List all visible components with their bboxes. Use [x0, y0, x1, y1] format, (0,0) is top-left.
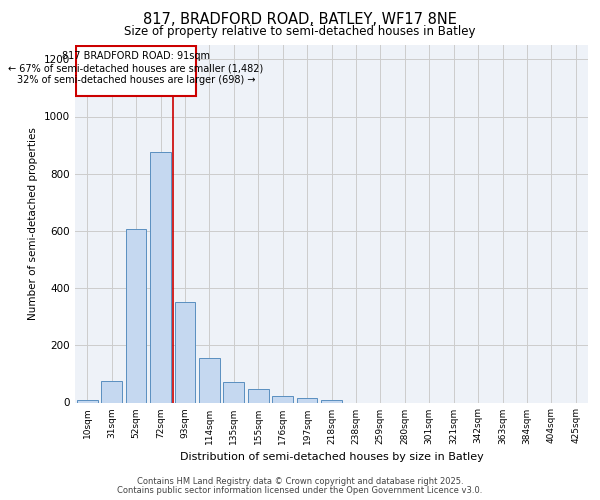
Text: Size of property relative to semi-detached houses in Batley: Size of property relative to semi-detach…: [124, 25, 476, 38]
Bar: [77, 400, 98, 402]
Y-axis label: Number of semi-detached properties: Number of semi-detached properties: [28, 128, 38, 320]
Bar: [125, 230, 146, 402]
FancyBboxPatch shape: [76, 46, 196, 96]
Bar: [248, 389, 269, 402]
X-axis label: Distribution of semi-detached houses by size in Batley: Distribution of semi-detached houses by …: [179, 452, 484, 462]
Text: 817, BRADFORD ROAD, BATLEY, WF17 8NE: 817, BRADFORD ROAD, BATLEY, WF17 8NE: [143, 12, 457, 28]
Bar: [101, 381, 122, 402]
Bar: [296, 398, 317, 402]
Bar: [321, 400, 342, 402]
Bar: [150, 152, 171, 403]
Bar: [223, 382, 244, 402]
Bar: [272, 396, 293, 402]
Text: 817 BRADFORD ROAD: 91sqm: 817 BRADFORD ROAD: 91sqm: [62, 50, 210, 60]
Text: Contains public sector information licensed under the Open Government Licence v3: Contains public sector information licen…: [118, 486, 482, 495]
Text: 32% of semi-detached houses are larger (698) →: 32% of semi-detached houses are larger (…: [17, 75, 256, 85]
Text: ← 67% of semi-detached houses are smaller (1,482): ← 67% of semi-detached houses are smalle…: [8, 64, 263, 74]
Bar: [199, 358, 220, 403]
Text: Contains HM Land Registry data © Crown copyright and database right 2025.: Contains HM Land Registry data © Crown c…: [137, 477, 463, 486]
Bar: [175, 302, 196, 402]
